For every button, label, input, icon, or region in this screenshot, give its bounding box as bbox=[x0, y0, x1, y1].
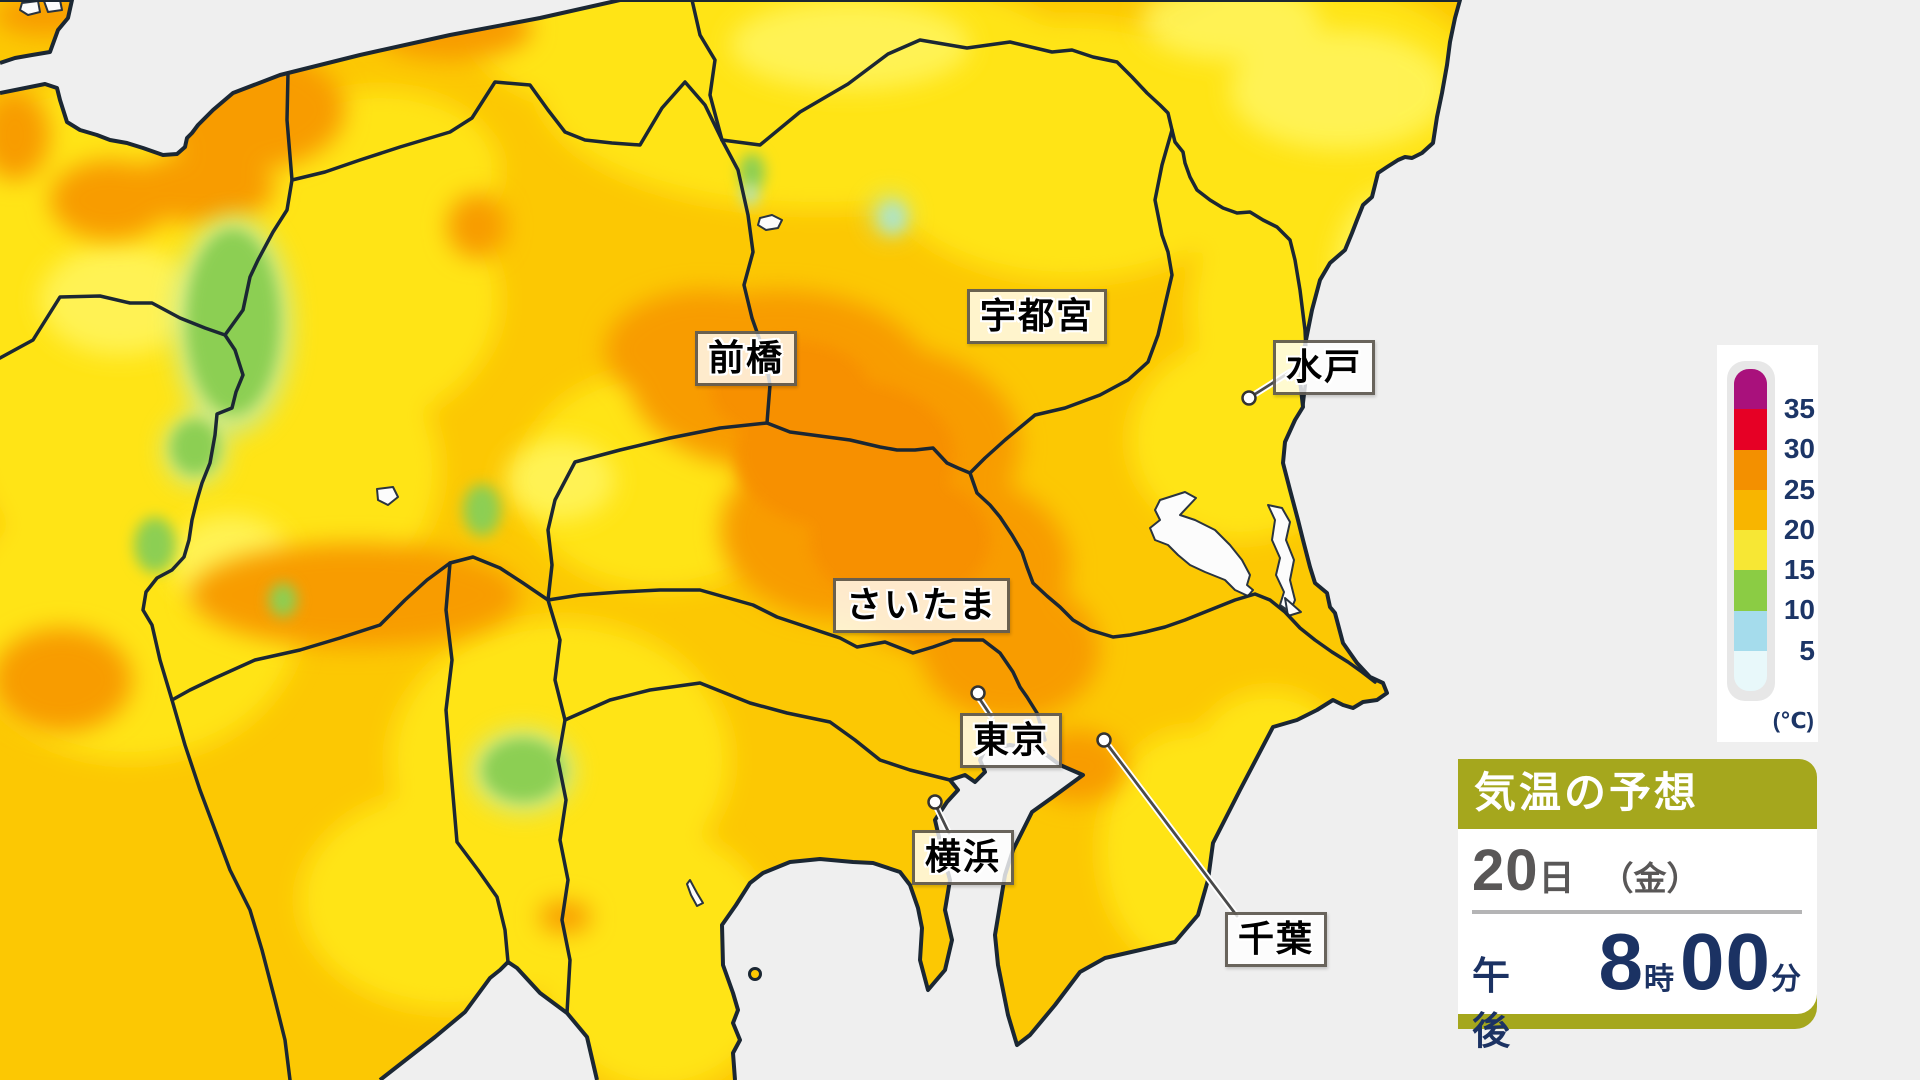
forecast-panel: 気温の予想 20 日 （金） 午後 8 時 00 分 bbox=[1458, 759, 1817, 1053]
legend-tick-15: 15 bbox=[1783, 554, 1815, 585]
city-label-utsunomiya: 宇都宮 bbox=[967, 289, 1108, 345]
legend-tick-20: 20 bbox=[1783, 514, 1815, 545]
forecast-hour-unit: 時 bbox=[1644, 963, 1675, 996]
island bbox=[748, 967, 762, 981]
legend-seg-30-35 bbox=[1734, 409, 1767, 450]
legend-seg-35plus bbox=[1734, 369, 1767, 410]
prefecture-borders bbox=[0, 0, 1377, 1080]
city-label-yokohama: 横浜 bbox=[912, 830, 1015, 886]
legend-seg-20-25 bbox=[1734, 489, 1767, 530]
legend-tick-30: 30 bbox=[1783, 433, 1815, 464]
forecast-date-day: 20 bbox=[1472, 838, 1539, 903]
temperature-legend: 35 30 25 20 15 10 5 (℃) bbox=[1717, 345, 1818, 742]
forecast-ampm: 午後 bbox=[1472, 956, 1511, 1053]
forecast-date: 20 日 （金） bbox=[1472, 837, 1801, 904]
forecast-hour: 8 bbox=[1598, 917, 1645, 1006]
forecast-divider bbox=[1472, 910, 1802, 914]
yokohama-dot bbox=[927, 794, 943, 810]
city-label-maebashi: 前橋 bbox=[695, 331, 798, 387]
forecast-date-weekday: （金） bbox=[1600, 860, 1700, 897]
forecast-time: 午後 8 時 00 分 bbox=[1472, 916, 1801, 1055]
forecast-panel-body: 20 日 （金） 午後 8 時 00 分 bbox=[1458, 829, 1817, 1053]
city-label-mito: 水戸 bbox=[1273, 340, 1376, 396]
forecast-minute-unit: 分 bbox=[1771, 963, 1801, 996]
forecast-panel-title: 気温の予想 bbox=[1474, 769, 1700, 816]
chiba-dot bbox=[1096, 732, 1112, 748]
legend-color-bar bbox=[1734, 369, 1767, 691]
lakes bbox=[19, 0, 1302, 907]
tokyo-dot bbox=[970, 685, 986, 701]
legend-seg-5-10 bbox=[1734, 610, 1767, 651]
city-label-saitama: さいたま bbox=[833, 578, 1010, 634]
coastline bbox=[0, 0, 1462, 1080]
legend-seg-10-15 bbox=[1734, 570, 1767, 611]
city-label-chiba: 千葉 bbox=[1225, 912, 1328, 968]
mito-dot bbox=[1241, 390, 1257, 406]
legend-tick-5: 5 bbox=[1799, 635, 1815, 666]
legend-seg-25-30 bbox=[1734, 449, 1767, 490]
legend-tick-35: 35 bbox=[1783, 393, 1815, 424]
legend-seg-15-20 bbox=[1734, 530, 1767, 571]
legend-unit-celsius: (℃) bbox=[1772, 708, 1814, 733]
legend-seg-under5 bbox=[1734, 650, 1767, 691]
city-label-tokyo: 東京 bbox=[960, 713, 1063, 769]
legend-tick-10: 10 bbox=[1783, 594, 1815, 625]
forecast-date-day-unit: 日 bbox=[1538, 857, 1575, 898]
legend-tick-25: 25 bbox=[1783, 474, 1815, 505]
forecast-minute: 00 bbox=[1680, 917, 1771, 1006]
city-marker-dots bbox=[927, 390, 1257, 810]
